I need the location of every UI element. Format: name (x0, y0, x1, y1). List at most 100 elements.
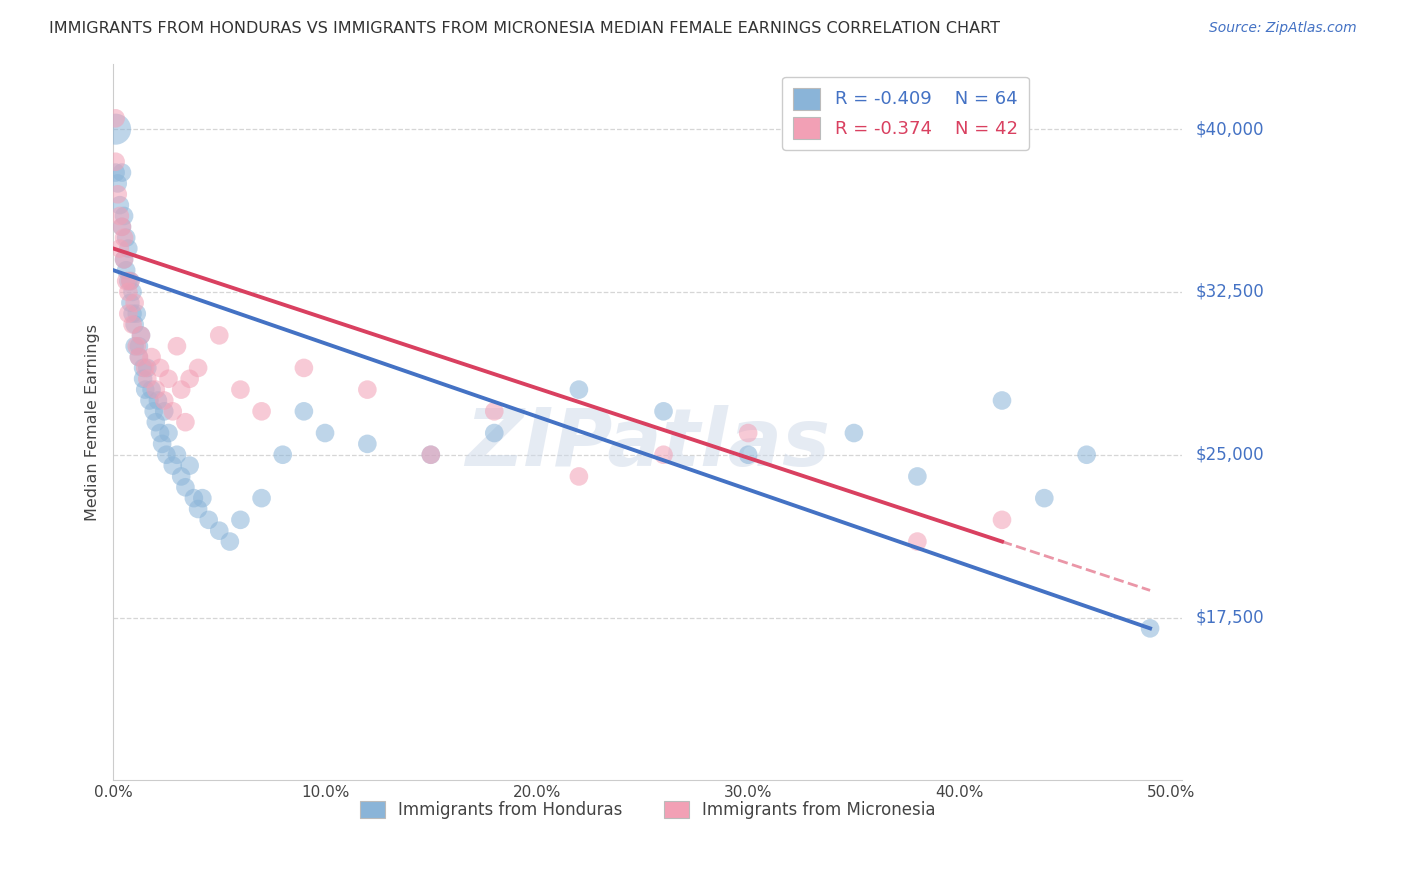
Point (419, 448, 441, 462)
Point (187, 502, 209, 516)
Text: IMMIGRANTS FROM HONDURAS VS IMMIGRANTS FROM MICRONESIA MEDIAN FEMALE EARNINGS CO: IMMIGRANTS FROM HONDURAS VS IMMIGRANTS F… (49, 21, 1000, 37)
Point (157, 372, 180, 386)
Point (991, 513, 1014, 527)
Point (229, 383, 252, 397)
Point (166, 448, 188, 462)
Y-axis label: Median Female Earnings: Median Female Earnings (86, 324, 100, 521)
Point (129, 328, 152, 343)
Text: $25,000: $25,000 (1195, 446, 1264, 464)
Point (250, 404, 273, 418)
Point (104, 122, 127, 136)
Point (117, 242, 139, 256)
Point (179, 458, 201, 473)
Point (179, 372, 201, 386)
Point (142, 404, 165, 418)
Point (121, 285, 143, 299)
Point (104, 154, 127, 169)
Point (191, 491, 214, 505)
Point (104, 165, 127, 179)
Point (132, 372, 155, 386)
Point (271, 448, 294, 462)
Point (356, 437, 378, 451)
Point (134, 360, 156, 375)
Point (652, 448, 675, 462)
Point (124, 318, 146, 332)
Point (197, 513, 219, 527)
Point (905, 534, 928, 549)
Point (132, 360, 155, 375)
Point (1076, 448, 1098, 462)
Point (652, 404, 675, 418)
Point (183, 491, 205, 505)
Point (155, 448, 177, 462)
Point (150, 437, 173, 451)
Point (125, 307, 148, 321)
Point (153, 393, 176, 408)
Point (124, 295, 146, 310)
Point (121, 307, 143, 321)
Point (314, 425, 336, 440)
Point (250, 491, 273, 505)
Point (112, 252, 135, 267)
Point (111, 219, 134, 234)
Point (145, 383, 167, 397)
Point (108, 209, 131, 223)
Point (292, 360, 315, 375)
Point (153, 404, 176, 418)
Point (121, 318, 143, 332)
Point (208, 524, 231, 538)
Text: ZIPatlas: ZIPatlas (465, 405, 830, 483)
Point (149, 425, 172, 440)
Point (145, 415, 167, 429)
Point (484, 404, 506, 418)
Point (1139, 621, 1161, 635)
Point (166, 339, 188, 353)
Point (149, 360, 172, 375)
Point (112, 209, 135, 223)
Point (107, 187, 129, 202)
Point (174, 480, 197, 494)
Point (991, 393, 1014, 408)
Text: $32,500: $32,500 (1195, 283, 1264, 301)
Point (112, 252, 135, 267)
Point (115, 263, 138, 277)
Point (842, 425, 865, 440)
Text: $17,500: $17,500 (1195, 608, 1264, 626)
Text: Source: ZipAtlas.com: Source: ZipAtlas.com (1209, 21, 1357, 36)
Legend: Immigrants from Honduras, Immigrants from Micronesia: Immigrants from Honduras, Immigrants fro… (353, 794, 942, 826)
Text: $40,000: $40,000 (1195, 120, 1264, 138)
Point (104, 112, 127, 126)
Point (129, 328, 152, 343)
Point (187, 360, 209, 375)
Point (138, 393, 160, 408)
Point (157, 425, 180, 440)
Point (107, 177, 129, 191)
Point (117, 274, 139, 288)
Point (737, 448, 759, 462)
Point (117, 307, 139, 321)
Point (120, 295, 142, 310)
Point (120, 274, 142, 288)
Point (170, 383, 193, 397)
Point (134, 383, 156, 397)
Point (115, 274, 138, 288)
Point (174, 415, 197, 429)
Point (229, 513, 252, 527)
Point (117, 285, 139, 299)
Point (737, 425, 759, 440)
Point (141, 350, 163, 364)
Point (108, 198, 131, 212)
Point (170, 469, 193, 483)
Point (108, 242, 131, 256)
Point (162, 404, 184, 418)
Point (136, 372, 159, 386)
Point (111, 219, 134, 234)
Point (112, 230, 135, 244)
Point (568, 469, 591, 483)
Point (128, 350, 150, 364)
Point (162, 458, 184, 473)
Point (111, 165, 134, 179)
Point (146, 393, 169, 408)
Point (208, 328, 231, 343)
Point (128, 350, 150, 364)
